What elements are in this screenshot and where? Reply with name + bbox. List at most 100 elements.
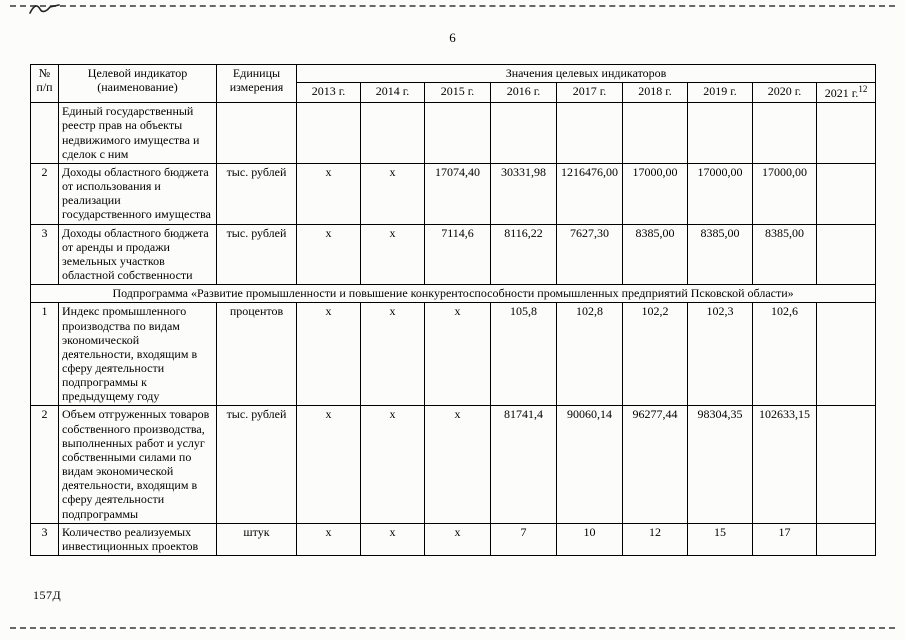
scan-artifact-bottom-edge bbox=[10, 627, 895, 629]
value-cell: 98304,35 bbox=[687, 405, 753, 524]
table-header: № п/п Целевой индикатор (наименование) Е… bbox=[30, 63, 877, 104]
value-cell: 17074,40 bbox=[424, 162, 491, 225]
year-footnote-superscript: 12 bbox=[858, 84, 868, 95]
year-header: 2016 г. bbox=[490, 82, 557, 104]
value-cell: 102,6 bbox=[752, 302, 817, 407]
table-body: Единый государственный реестр прав на об… bbox=[29, 102, 877, 557]
value-cell: 1216476,00 bbox=[556, 162, 623, 225]
value-cell bbox=[296, 102, 361, 164]
units-cell: процентов bbox=[216, 302, 297, 407]
year-header: 2013 г. bbox=[296, 82, 361, 104]
pen-mark-icon bbox=[29, 4, 60, 14]
year-header: 2020 г. bbox=[752, 82, 817, 104]
page-number: 6 bbox=[449, 30, 456, 45]
units-cell: тыс. рублей bbox=[216, 223, 297, 286]
year-header: 2018 г. bbox=[622, 82, 688, 104]
value-cell: 10 bbox=[556, 522, 623, 557]
indicator-cell: Индекс промышленного производства по вид… bbox=[58, 302, 217, 407]
header-units: Единицы измерения bbox=[216, 63, 297, 104]
value-cell: 8116,22 bbox=[490, 223, 557, 286]
value-cell: 17000,00 bbox=[752, 162, 817, 225]
value-cell: 102,3 bbox=[687, 302, 753, 407]
value-cell: 7 bbox=[490, 522, 557, 557]
year-header: 2019 г. bbox=[687, 82, 753, 104]
row-number-cell: 1 bbox=[30, 302, 59, 407]
value-cell bbox=[424, 102, 491, 164]
table-row: Единый государственный реестр прав на об… bbox=[30, 102, 877, 164]
value-cell: 17 bbox=[752, 522, 817, 557]
value-cell: 8385,00 bbox=[622, 223, 688, 286]
value-cell bbox=[687, 102, 753, 164]
footer-code: 157Д bbox=[33, 588, 62, 602]
value-cell bbox=[815, 302, 877, 407]
value-cell: х bbox=[360, 302, 425, 407]
value-cell: 96277,44 bbox=[622, 405, 688, 524]
value-cell bbox=[815, 162, 877, 225]
table-row: 2 Доходы областного бюджета от использова… bbox=[30, 162, 877, 225]
indicator-cell: Доходы областного бюджета от использован… bbox=[58, 162, 217, 225]
value-cell bbox=[360, 102, 425, 164]
value-cell: х bbox=[424, 302, 491, 407]
year-header: 2015 г. bbox=[424, 82, 491, 104]
value-cell: 90060,14 bbox=[556, 405, 623, 524]
table-row: 2 Объем отгруженных товаров собственного … bbox=[30, 405, 877, 524]
row-number-cell: 3 bbox=[30, 223, 59, 286]
value-cell: х bbox=[296, 302, 361, 407]
table-row: 1 Индекс промышленного производства по ви… bbox=[30, 302, 877, 407]
year-header-row: 2013 г. 2014 г. 2015 г. 2016 г. 2017 г. 2018 … bbox=[31, 82, 877, 104]
year-header: 2021 г.12 bbox=[815, 82, 877, 104]
value-cell: 102,8 bbox=[556, 302, 623, 407]
indicators-table: № п/п Целевой индикатор (наименование) Е… bbox=[29, 63, 877, 557]
indicator-cell: Доходы областного бюджета от аренды и пр… bbox=[58, 223, 217, 286]
value-cell: 81741,4 bbox=[490, 405, 557, 524]
value-cell: 30331,98 bbox=[490, 162, 557, 225]
value-cell: х bbox=[424, 405, 491, 524]
scan-artifact-top-edge bbox=[10, 5, 895, 7]
value-cell: 17000,00 bbox=[622, 162, 688, 225]
value-cell bbox=[815, 522, 877, 557]
value-cell: х bbox=[360, 405, 425, 524]
value-cell bbox=[752, 102, 817, 164]
value-cell bbox=[556, 102, 623, 164]
value-cell: х bbox=[360, 223, 425, 286]
indicator-cell: Объем отгруженных товаров собственного п… bbox=[58, 405, 217, 524]
value-cell bbox=[815, 405, 877, 524]
value-cell: 102,2 bbox=[622, 302, 688, 407]
units-cell bbox=[216, 102, 297, 164]
value-cell bbox=[490, 102, 557, 164]
row-number-cell: 2 bbox=[30, 405, 59, 524]
header-values-group: Значения целевых индикаторов bbox=[295, 63, 877, 84]
year-header: 2014 г. bbox=[360, 82, 425, 104]
value-cell: 7627,30 bbox=[556, 223, 623, 286]
value-cell: 105,8 bbox=[490, 302, 557, 407]
value-cell: х bbox=[360, 522, 425, 557]
units-cell: тыс. рублей bbox=[216, 162, 297, 225]
value-cell: х bbox=[296, 405, 361, 524]
header-num: № п/п bbox=[30, 63, 59, 104]
table-row: 3 Количество реализуемых инвестиционных п… bbox=[30, 522, 877, 557]
value-cell: х bbox=[296, 162, 361, 225]
value-cell bbox=[815, 223, 877, 286]
section-row: Подпрограмма «Развитие промышленности и … bbox=[29, 284, 877, 304]
year-header: 2017 г. bbox=[556, 82, 623, 104]
value-cell: 8385,00 bbox=[687, 223, 753, 286]
value-cell: 12 bbox=[622, 522, 688, 557]
value-cell: х bbox=[424, 522, 491, 557]
value-cell: 15 bbox=[687, 522, 753, 557]
indicator-cell: Единый государственный реестр прав на об… bbox=[58, 102, 217, 164]
subprogram-section-header: Подпрограмма «Развитие промышленности и … bbox=[29, 284, 877, 304]
units-cell: тыс. рублей bbox=[216, 405, 297, 524]
value-cell: 17000,00 bbox=[687, 162, 753, 225]
row-number-cell bbox=[30, 102, 59, 164]
row-number-cell: 2 bbox=[30, 162, 59, 225]
value-cell bbox=[815, 102, 877, 164]
value-cell: х bbox=[360, 162, 425, 225]
units-cell: штук bbox=[216, 522, 297, 557]
row-number-cell: 3 bbox=[30, 522, 59, 557]
indicator-cell: Количество реализуемых инвестиционных пр… bbox=[58, 522, 217, 557]
value-cell: 8385,00 bbox=[752, 223, 817, 286]
value-cell: х bbox=[296, 223, 361, 286]
table-row: 3 Доходы областного бюджета от аренды и п… bbox=[30, 223, 877, 286]
value-cell: х bbox=[296, 522, 361, 557]
